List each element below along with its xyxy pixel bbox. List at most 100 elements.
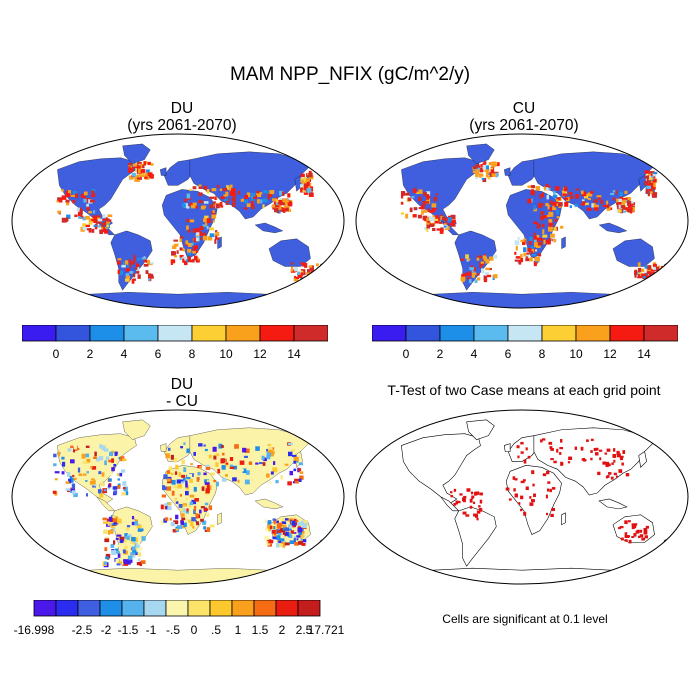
map-cell [208,454,212,459]
map-cell [304,178,310,183]
map-cell [631,201,634,204]
map-cell [553,239,556,243]
map-cell [634,273,637,278]
map-cell [314,272,319,276]
significant-cell [462,511,467,515]
map-cell [285,207,289,211]
map-cell [527,198,532,204]
map-cell [264,519,267,524]
map-cell [534,249,538,252]
map-cell [520,253,523,258]
significant-cell [624,532,628,536]
map-cell [297,271,300,276]
colorbar-swatch [541,325,577,342]
significant-cell [532,483,535,487]
map-cell [104,460,107,466]
map-cell [469,267,475,271]
significant-cell [522,479,526,482]
map-cell [298,462,303,466]
map-cell [443,225,447,228]
significant-cell [516,445,520,449]
significant-cell [531,470,535,475]
map-cell [118,560,122,564]
colorbar-tick-label: 2 [437,347,444,361]
significant-cell [459,493,463,496]
map-cell [277,531,282,536]
map-cell [242,447,247,453]
map-cell [479,264,483,268]
map-cell [201,232,207,237]
map-cell [272,206,276,210]
panel-cu-title: CU (yrs 2061-2070) [358,100,690,134]
significant-cell [611,462,614,465]
map-cell [114,451,118,456]
map-cell [181,474,186,478]
map-cell [130,552,135,555]
map-cell [182,203,186,208]
map-cell [108,516,113,522]
map-cell [193,451,196,456]
map-cell [652,173,657,177]
map-cell [293,518,297,522]
map-cell [203,444,206,447]
map-cell [120,469,126,473]
map-cell [213,201,216,206]
map-cell [182,504,186,507]
map-cell [543,239,546,245]
significant-cell [549,446,553,449]
map-cell [91,478,95,481]
map-cell [637,262,641,267]
significant-cell [514,493,518,498]
map-cell [52,490,57,494]
map-cell [132,273,136,278]
colorbar-tick-label: 2.5 [295,623,313,637]
colorbar-swatch [157,325,193,342]
map-cell [528,241,532,245]
map-cell [124,559,129,565]
map-cell [211,214,217,219]
significant-cell [590,450,593,453]
significant-cell [560,461,564,466]
map-cell [232,202,236,207]
map-cell [275,199,279,203]
significant-cell [457,500,461,504]
map-cell [93,224,97,228]
map-cell [621,202,625,208]
colorbar-swatch [191,325,227,342]
map-cell [85,224,90,228]
map-cell [96,457,100,462]
map-cell [137,528,143,532]
colorbar-tick-label: 2 [87,347,94,361]
map-cell [85,453,90,458]
map-cell [65,199,70,203]
panel-cu-title-line2: (yrs 2061-2070) [469,117,579,134]
map-cell [654,277,659,281]
map-cell [214,239,217,244]
map-cell [300,185,303,188]
panel-cu-map [355,133,689,309]
map-cell [319,272,323,275]
map-cell [434,218,439,223]
colorbar-tick-label: 10 [219,347,233,361]
map-cell [189,494,195,498]
map-cell [108,478,112,482]
map-cell [131,172,136,177]
map-cell [137,165,141,171]
map-cell [104,538,110,543]
map-cell [220,458,225,464]
map-cell [214,196,217,201]
map-cell [547,226,553,232]
map-cell [191,517,196,522]
map-cell [133,542,136,545]
colorbar-cu-swatches [372,325,678,342]
map-cell [467,276,471,280]
map-cell [648,180,652,186]
map-cell [542,229,545,235]
map-cell [65,488,71,491]
map-cell [199,465,202,469]
map-cell [105,456,110,460]
significant-cell [529,496,532,499]
significant-cell [597,471,601,476]
map-cell [110,529,114,534]
map-cell [267,193,270,199]
